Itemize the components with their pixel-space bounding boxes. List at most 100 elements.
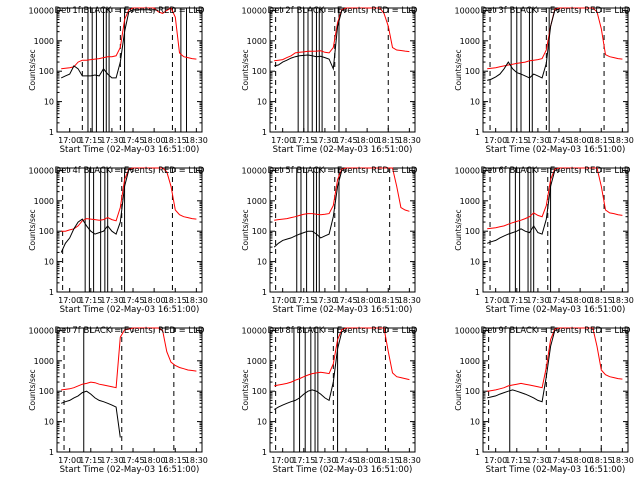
- y-tick-label: 1: [475, 288, 480, 297]
- lld-series-line: [61, 167, 197, 232]
- events-series-line: [487, 169, 560, 244]
- y-tick-label: 1000: [34, 357, 54, 366]
- detector-panel: 1 10 100 1000 10000 17:0017:1517:3017:4518:00…: [28, 166, 208, 315]
- detector-panel: 1 10 100 1000 10000 17:0017:1517:3017:4518:00…: [454, 166, 634, 315]
- x-tick-label: 18:00: [569, 296, 592, 305]
- x-tick-label: 17:00: [58, 296, 81, 305]
- x-tick-label: 17:00: [484, 296, 507, 305]
- y-axis-label: Counts/sec: [241, 49, 250, 90]
- y-tick-label: 10: [257, 258, 267, 267]
- y-tick-label: 1: [262, 288, 267, 297]
- x-tick-label: 18:30: [611, 136, 634, 145]
- panel-title: Det 9f BLACK = Events, RED = LLD: [481, 326, 631, 336]
- x-tick-label: 17:00: [271, 136, 294, 145]
- panel-title: Det 6f BLACK = Events, RED = LLD: [481, 166, 631, 176]
- y-axis-label: Counts/sec: [28, 209, 37, 250]
- x-tick-label: 18:00: [356, 296, 379, 305]
- x-axis-label: Start Time (02-May-03 16:51:00): [273, 145, 413, 155]
- y-tick-label: 1000: [34, 197, 54, 206]
- x-tick-label: 17:30: [313, 136, 336, 145]
- x-tick-label: 18:15: [377, 456, 400, 465]
- lld-series-line: [61, 327, 197, 391]
- y-tick-label: 100: [252, 67, 267, 76]
- events-series-line: [273, 329, 347, 410]
- x-tick-label: 17:45: [547, 136, 570, 145]
- x-tick-label: 18:15: [164, 136, 187, 145]
- y-tick-label: 10: [44, 418, 54, 427]
- x-tick-label: 17:15: [292, 456, 315, 465]
- y-tick-label: 100: [39, 387, 54, 396]
- x-tick-label: 17:15: [292, 296, 315, 305]
- x-tick-label: 17:45: [334, 456, 357, 465]
- x-tick-label: 17:30: [100, 296, 123, 305]
- y-tick-label: 10000: [242, 6, 267, 15]
- plot-frame: [56, 7, 203, 133]
- y-axis-label: Counts/sec: [28, 369, 37, 410]
- plot-frame: [482, 167, 629, 293]
- y-tick-label: 10000: [29, 166, 54, 175]
- x-tick-label: 17:30: [526, 456, 549, 465]
- y-tick-label: 10: [470, 258, 480, 267]
- y-tick-label: 10: [44, 98, 54, 107]
- y-tick-label: 10000: [29, 326, 54, 335]
- y-tick-label: 1: [49, 448, 54, 457]
- events-series-line: [487, 8, 560, 81]
- y-tick-label: 10000: [242, 326, 267, 335]
- y-axis-label: Counts/sec: [454, 209, 463, 250]
- plot-frame: [56, 327, 203, 453]
- x-tick-label: 17:15: [505, 456, 528, 465]
- x-tick-label: 17:45: [547, 456, 570, 465]
- x-axis-label: Start Time (02-May-03 16:51:00): [486, 305, 626, 315]
- y-tick-label: 1000: [247, 357, 267, 366]
- x-tick-label: 18:30: [611, 456, 634, 465]
- detector-panel: 1 10 100 1000 10000 17:0017:1517:3017:4518:00…: [241, 166, 421, 315]
- y-tick-label: 1: [262, 128, 267, 137]
- plot-frame: [482, 327, 629, 453]
- panel-title: Det 4f BLACK = Events, RED = LLD: [55, 166, 205, 176]
- plot-frame: [269, 7, 416, 133]
- x-tick-label: 18:30: [185, 136, 208, 145]
- y-tick-label: 1000: [34, 37, 54, 46]
- x-tick-label: 17:45: [547, 296, 570, 305]
- events-series-line: [60, 168, 134, 253]
- lld-series-line: [61, 7, 197, 70]
- x-tick-label: 18:30: [185, 456, 208, 465]
- y-tick-label: 1: [262, 448, 267, 457]
- x-tick-label: 17:45: [121, 136, 144, 145]
- y-tick-label: 1: [475, 448, 480, 457]
- y-tick-label: 100: [465, 227, 480, 236]
- y-tick-label: 10000: [455, 166, 480, 175]
- y-tick-label: 10: [470, 418, 480, 427]
- y-tick-label: 10000: [242, 166, 267, 175]
- y-tick-label: 1000: [247, 197, 267, 206]
- x-tick-label: 18:15: [164, 296, 187, 305]
- x-tick-label: 17:15: [505, 296, 528, 305]
- x-tick-label: 18:15: [590, 136, 613, 145]
- x-tick-label: 18:15: [164, 456, 187, 465]
- x-tick-label: 17:00: [58, 456, 81, 465]
- x-tick-label: 17:45: [121, 296, 144, 305]
- x-tick-label: 17:00: [484, 136, 507, 145]
- events-series-line: [274, 9, 347, 71]
- lld-series-line: [274, 167, 410, 221]
- y-tick-label: 10: [257, 98, 267, 107]
- y-tick-label: 10000: [455, 6, 480, 15]
- detector-panel: 1 10 100 1000 10000 17:0017:1517:3017:4518:00…: [454, 326, 634, 475]
- x-tick-label: 17:30: [526, 136, 549, 145]
- x-tick-label: 17:15: [79, 296, 102, 305]
- lld-series-line: [274, 7, 410, 62]
- x-tick-label: 17:15: [292, 136, 315, 145]
- x-tick-label: 18:15: [590, 456, 613, 465]
- x-tick-label: 17:30: [313, 456, 336, 465]
- x-tick-label: 17:00: [58, 136, 81, 145]
- plot-frame: [269, 327, 416, 453]
- plot-frame: [269, 167, 416, 293]
- x-axis-label: Start Time (02-May-03 16:51:00): [273, 305, 413, 315]
- y-tick-label: 100: [252, 227, 267, 236]
- x-tick-label: 18:00: [143, 136, 166, 145]
- x-tick-label: 18:15: [377, 136, 400, 145]
- x-tick-label: 17:00: [271, 456, 294, 465]
- detector-panel: 1 10 100 1000 10000 17:0017:1517:3017:4518:00…: [454, 6, 634, 155]
- x-axis-label: Start Time (02-May-03 16:51:00): [273, 465, 413, 475]
